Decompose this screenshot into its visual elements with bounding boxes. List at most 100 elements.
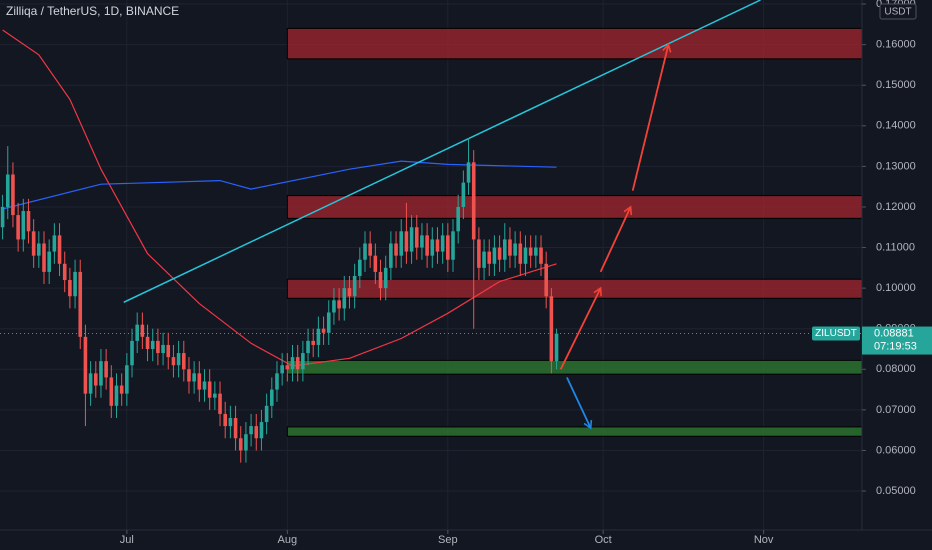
candle-body [534, 247, 538, 256]
candle-body [414, 227, 419, 248]
candle-body [83, 336, 88, 394]
candle-body [420, 235, 424, 248]
candle-body [471, 162, 476, 240]
candle-body [544, 263, 548, 297]
candle-body [223, 413, 228, 427]
candle-body [316, 328, 321, 345]
candle-body [389, 243, 393, 268]
candle-body [321, 328, 326, 333]
candle-body [342, 288, 347, 309]
candle-body [477, 239, 481, 268]
candle-body [425, 235, 429, 256]
zone [286, 27, 862, 60]
arrow [631, 43, 672, 191]
candle-body [202, 381, 207, 390]
symbol-label: ZILUSDT [815, 328, 857, 339]
candle-body [466, 162, 471, 183]
candle-body [218, 393, 222, 414]
axes: 0.050000.060000.070000.080000.090000.100… [120, 0, 932, 546]
candle-body [88, 373, 93, 394]
y-tick-label: 0.10000 [876, 282, 916, 294]
candle-body [363, 243, 367, 260]
candle-body [487, 251, 492, 264]
plot-area [0, 0, 862, 463]
candle-body [332, 300, 336, 313]
candle-body [78, 271, 83, 337]
candle-body [125, 365, 129, 394]
candle-body [482, 251, 486, 268]
candle-body [161, 344, 165, 354]
candle-body [264, 405, 269, 423]
candle-body [135, 324, 139, 341]
candle-body [37, 243, 41, 256]
candle-body [295, 357, 300, 370]
candle-body [508, 239, 512, 256]
candle-body [47, 251, 51, 272]
y-tick-label: 0.16000 [876, 39, 916, 51]
x-tick-label: Oct [595, 534, 612, 546]
candle-body [492, 247, 497, 264]
candle-body [249, 426, 253, 435]
candle-body [259, 422, 264, 439]
zone [286, 426, 862, 437]
x-tick-label: Sep [438, 534, 458, 546]
candle-body [5, 174, 10, 207]
zone [286, 359, 862, 375]
candle-body [26, 211, 31, 232]
candle-body [399, 231, 404, 256]
y-tick-label: 0.11000 [876, 241, 915, 253]
moving-average [2, 160, 557, 210]
candle-body [104, 361, 108, 378]
candle-body [16, 215, 20, 240]
candle-body [150, 340, 155, 350]
candle-body [290, 357, 295, 370]
candle-body [62, 263, 67, 281]
price-tag [862, 326, 932, 355]
currency-box [879, 3, 917, 20]
candle-body [523, 247, 528, 264]
candle-body [378, 271, 383, 289]
candle-body [21, 211, 26, 240]
candle-body [119, 385, 124, 394]
candle-body [306, 340, 310, 354]
candle-body [451, 231, 455, 260]
candle-body [430, 239, 435, 256]
arrow [559, 286, 602, 370]
candle-body [347, 288, 352, 297]
candle-body [145, 336, 150, 350]
symbol-tag [812, 326, 860, 341]
candle-body [192, 373, 196, 382]
arrow [566, 377, 593, 430]
arrow [599, 205, 633, 273]
candle-body [254, 426, 259, 439]
candle-body [197, 373, 202, 390]
candle-body [446, 235, 450, 260]
candle-body [244, 434, 248, 451]
candle-body [311, 340, 316, 345]
candle-body [513, 243, 517, 256]
candle-body [301, 353, 305, 370]
candle-body [233, 417, 238, 439]
candle-body [73, 271, 77, 297]
y-tick-label: 0.12000 [876, 201, 916, 213]
y-tick-label: 0.14000 [876, 120, 916, 132]
candle-body [228, 417, 233, 427]
x-tick-label: Jul [120, 534, 134, 546]
candle-body [176, 353, 181, 366]
candle-body [435, 239, 440, 252]
zone [286, 195, 862, 219]
candle-body [456, 206, 460, 232]
candle-body [130, 340, 134, 366]
candle-body [93, 373, 98, 386]
candle-body [0, 206, 5, 228]
candle-body [114, 385, 119, 406]
candle-body [337, 300, 341, 309]
candle-body [238, 438, 243, 451]
trend-line [123, 0, 761, 303]
candle-body [497, 247, 502, 260]
candle-body [52, 235, 57, 252]
candle-body [68, 280, 72, 297]
